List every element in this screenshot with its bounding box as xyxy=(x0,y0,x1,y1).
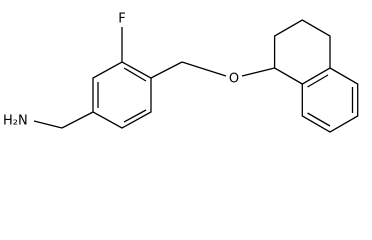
bond xyxy=(33,120,63,129)
bond xyxy=(150,61,183,79)
atom-label: O xyxy=(229,72,239,87)
double-bond xyxy=(123,67,147,82)
benzene-ring xyxy=(92,61,152,129)
saturated-ring xyxy=(273,19,331,85)
atom-label: F xyxy=(118,12,125,27)
atom-label: H₂N xyxy=(3,114,28,129)
double-bond xyxy=(123,109,147,123)
double-bond xyxy=(307,74,329,88)
aromatic-ring xyxy=(301,67,359,133)
structure-diagram: F O H₂N xyxy=(3,12,359,133)
bond xyxy=(241,67,275,77)
double-bond xyxy=(307,112,331,127)
bond xyxy=(181,61,227,77)
bond xyxy=(61,111,94,129)
